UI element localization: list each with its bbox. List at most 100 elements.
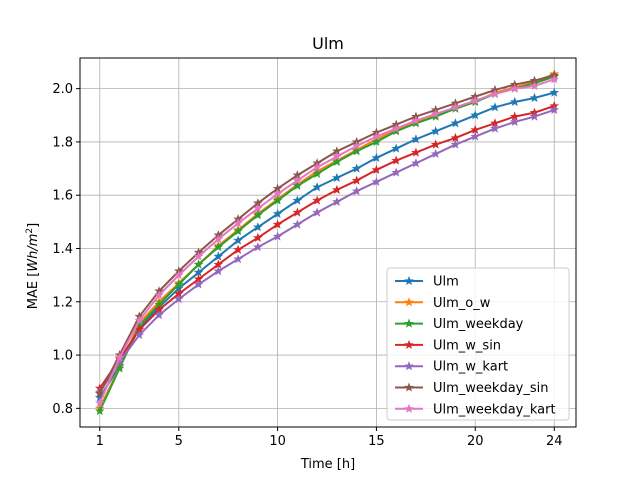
legend-entry: Ulm_w_sin: [395, 338, 501, 353]
data-point-marker: [213, 266, 224, 276]
data-point-marker: [292, 175, 303, 185]
data-point-marker: [470, 110, 481, 120]
series-ulm-w-kart: [94, 104, 560, 397]
y-tick-label: 1.2: [52, 295, 73, 310]
data-point-marker: [272, 208, 283, 218]
data-point-marker: [351, 175, 362, 185]
x-tick-label: 20: [467, 434, 484, 449]
legend-entry: Ulm: [395, 275, 459, 290]
data-point-marker: [470, 131, 481, 141]
data-point-marker: [332, 156, 342, 166]
data-point-marker: [173, 270, 184, 280]
legend-label: Ulm_w_sin: [433, 338, 501, 353]
legend-entry: Ulm_o_w: [395, 296, 491, 311]
legend-entry: Ulm_weekday_kart: [395, 402, 556, 417]
x-tick-label: 15: [368, 434, 385, 449]
data-point-marker: [490, 123, 500, 133]
data-point-marker: [292, 219, 303, 229]
data-point-marker: [470, 95, 481, 105]
legend: Ulm Ulm_o_w Ulm_weekday Ulm_w_sin Ulm_w_kart…: [386, 267, 570, 421]
data-point-marker: [391, 155, 401, 165]
data-point-marker: [391, 123, 401, 133]
data-point-marker: [430, 139, 441, 149]
data-point-marker: [450, 139, 461, 149]
data-point-marker: [94, 388, 105, 398]
data-point-marker: [529, 111, 540, 121]
legend-label: Ulm_weekday: [433, 317, 524, 332]
data-point-marker: [490, 88, 500, 99]
data-point-marker: [272, 188, 283, 198]
data-point-marker: [371, 164, 382, 174]
legend-entry: Ulm_w_kart: [395, 360, 508, 375]
plot-area-frame: [79, 57, 577, 428]
data-point-marker: [154, 290, 164, 300]
legend-box: [386, 267, 570, 421]
data-point-marker: [450, 118, 461, 128]
data-point-marker: [312, 182, 322, 192]
data-point-marker: [332, 196, 342, 206]
data-point-marker: [332, 184, 342, 194]
legend-star-icon: [404, 275, 414, 286]
data-point-marker: [292, 207, 303, 217]
data-point-marker: [233, 218, 243, 228]
y-axis-label-unit: Wh/m: [26, 234, 41, 272]
data-point-marker: [371, 152, 382, 163]
axis-ticks: 1 5 10 15 20 240.81.01.21.41.61.82.0: [52, 82, 562, 449]
data-point-marker: [332, 151, 342, 161]
data-point-marker: [549, 104, 560, 115]
data-point-marker: [233, 254, 243, 264]
data-point-marker: [509, 116, 520, 127]
data-point-marker: [411, 134, 421, 144]
data-point-marker: [233, 226, 243, 236]
legend-star-icon: [404, 382, 414, 392]
data-point-marker: [292, 195, 303, 205]
data-point-marker: [430, 148, 441, 159]
data-point-marker: [549, 87, 560, 97]
data-point-marker: [509, 83, 520, 93]
y-tick-label: 2.0: [52, 82, 73, 97]
data-point-marker: [193, 259, 204, 269]
legend-label: Ulm_w_kart: [433, 360, 508, 375]
data-point-marker: [154, 310, 164, 320]
data-point-marker: [253, 203, 263, 213]
x-tick-label: 24: [546, 434, 563, 449]
legend-star-icon: [404, 339, 414, 349]
y-axis-label-superscript: 2: [25, 228, 35, 234]
series-ulm-weekday-kart: [94, 74, 560, 408]
legend-star-icon: [404, 318, 414, 328]
data-point-marker: [549, 74, 560, 84]
legend-label: Ulm_weekday_kart: [433, 402, 556, 417]
legend-entry: Ulm_weekday: [395, 317, 524, 332]
data-point-marker: [114, 352, 125, 362]
y-axis-label: MAE [Wh/m2]: [25, 223, 41, 309]
data-point-marker: [94, 405, 105, 416]
data-point-marker: [490, 102, 500, 112]
data-point-marker: [233, 244, 243, 254]
data-point-marker: [529, 80, 540, 91]
data-point-marker: [213, 234, 224, 244]
data-point-marker: [253, 210, 263, 220]
data-point-marker: [253, 242, 263, 252]
data-point-marker: [430, 126, 441, 136]
series-group: [94, 68, 560, 416]
data-point-marker: [193, 279, 204, 289]
data-point-marker: [173, 294, 184, 304]
legend-entry: Ulm_weekday_sin: [395, 381, 548, 396]
legend-label: Ulm: [433, 275, 459, 290]
data-point-marker: [411, 115, 421, 125]
y-axis-label-suffix: ]: [26, 223, 41, 228]
data-point-marker: [94, 397, 105, 408]
legend-star-icon: [404, 403, 414, 413]
data-point-marker: [193, 251, 204, 261]
x-tick-label: 1: [96, 434, 104, 449]
y-tick-label: 1.4: [52, 242, 73, 257]
data-point-marker: [213, 242, 224, 252]
data-point-marker: [312, 207, 322, 217]
data-point-marker: [430, 108, 441, 119]
data-point-marker: [332, 172, 342, 182]
data-point-marker: [411, 147, 421, 157]
data-point-marker: [233, 235, 243, 245]
y-tick-label: 1.6: [52, 189, 73, 204]
x-tick-label: 5: [175, 434, 183, 449]
